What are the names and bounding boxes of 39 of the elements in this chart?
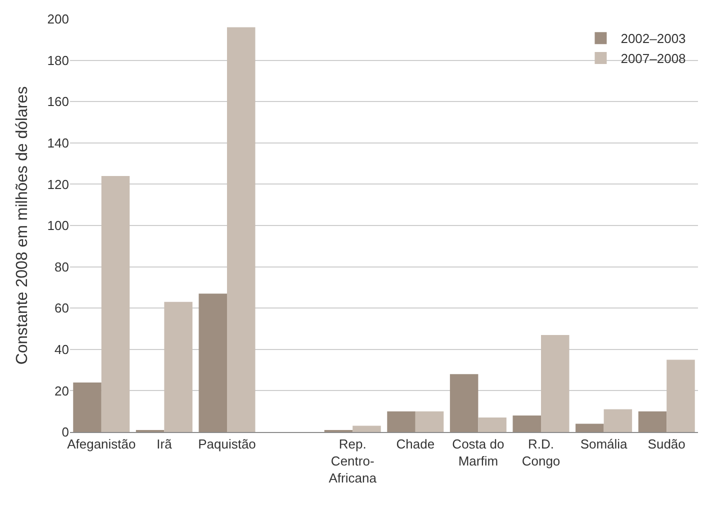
bar: [666, 360, 695, 432]
bar: [541, 334, 570, 432]
bar: [198, 294, 227, 432]
y-tick-label: 60: [54, 300, 69, 316]
x-tick-label: Sudão: [648, 436, 686, 452]
y-tick-label: 180: [47, 52, 69, 68]
bar: [478, 418, 506, 432]
y-tick-label: 140: [47, 135, 69, 150]
x-tick-label: R.D. Congo: [522, 436, 560, 468]
x-tick-label: Paquistão: [198, 436, 256, 452]
y-tick-label: 200: [47, 12, 69, 27]
x-tick-label: Rep. Centro- Africana: [328, 436, 378, 486]
x-tick-label: Irã: [156, 436, 173, 452]
y-axis-title: Constante 2008 em milhões de dólares: [14, 86, 32, 365]
legend-label: 2002–2003: [620, 31, 686, 46]
y-tick-label: 20: [54, 383, 69, 398]
bar: [73, 382, 102, 432]
bar: [227, 27, 256, 432]
bar: [450, 374, 478, 432]
y-tick-label: 40: [54, 342, 69, 357]
bar: [101, 176, 130, 432]
bar: [512, 415, 541, 432]
x-tick-label: Costa do Marfim: [452, 436, 504, 468]
x-tick-label: Afeganistão: [67, 436, 136, 452]
y-tick-label: 120: [47, 176, 69, 192]
bar: [387, 411, 416, 432]
y-tick-label: 0: [62, 424, 69, 440]
x-tick-label: Somália: [580, 436, 628, 452]
y-tick-label: 160: [47, 94, 69, 110]
bar: [576, 424, 604, 432]
legend-label: 2007–2008: [620, 51, 686, 66]
bar: [352, 426, 381, 432]
x-tick-label: Chade: [396, 436, 435, 452]
bar: [164, 302, 192, 432]
bar: [638, 411, 667, 432]
y-tick-label: 80: [54, 259, 69, 274]
bar: [604, 409, 632, 432]
y-tick-label: 100: [47, 218, 69, 234]
bar: [415, 411, 444, 432]
